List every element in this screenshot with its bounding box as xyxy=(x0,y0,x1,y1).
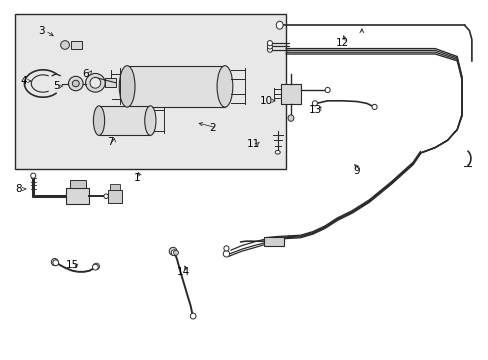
Text: 4: 4 xyxy=(20,76,27,86)
Ellipse shape xyxy=(53,260,59,266)
Text: 15: 15 xyxy=(65,260,79,270)
Bar xyxy=(110,184,120,190)
Ellipse shape xyxy=(93,106,104,135)
Ellipse shape xyxy=(68,76,83,91)
Ellipse shape xyxy=(61,41,69,49)
Ellipse shape xyxy=(312,101,317,106)
Ellipse shape xyxy=(90,77,101,88)
Ellipse shape xyxy=(171,250,177,256)
Ellipse shape xyxy=(267,47,272,52)
Bar xyxy=(127,66,224,107)
Bar xyxy=(99,106,150,135)
Bar xyxy=(280,84,301,104)
Ellipse shape xyxy=(223,251,229,257)
Bar xyxy=(107,190,122,203)
Text: 1: 1 xyxy=(133,173,140,183)
Text: 3: 3 xyxy=(38,26,45,36)
Text: 2: 2 xyxy=(209,123,216,133)
Text: 8: 8 xyxy=(15,184,22,194)
Ellipse shape xyxy=(267,44,272,49)
Ellipse shape xyxy=(119,66,135,107)
Ellipse shape xyxy=(144,106,156,135)
Ellipse shape xyxy=(325,87,329,93)
Ellipse shape xyxy=(31,173,36,178)
Bar xyxy=(66,188,89,204)
Text: 9: 9 xyxy=(353,166,360,176)
Bar xyxy=(264,237,283,246)
Ellipse shape xyxy=(92,264,98,270)
Text: 12: 12 xyxy=(335,38,348,48)
Ellipse shape xyxy=(371,104,376,109)
Ellipse shape xyxy=(85,73,105,92)
Bar xyxy=(71,41,81,49)
Ellipse shape xyxy=(287,115,293,121)
Text: 6: 6 xyxy=(82,69,89,79)
Ellipse shape xyxy=(224,246,228,251)
Text: 14: 14 xyxy=(176,267,190,277)
Ellipse shape xyxy=(276,21,283,29)
Ellipse shape xyxy=(217,66,232,107)
Bar xyxy=(70,180,85,188)
Ellipse shape xyxy=(169,247,177,255)
Text: 10: 10 xyxy=(260,96,272,106)
Ellipse shape xyxy=(93,263,100,270)
Ellipse shape xyxy=(51,258,58,266)
Ellipse shape xyxy=(275,150,280,154)
Ellipse shape xyxy=(190,313,196,319)
Bar xyxy=(105,78,116,87)
Ellipse shape xyxy=(173,250,178,255)
Text: 5: 5 xyxy=(53,81,60,91)
Text: 13: 13 xyxy=(308,105,322,115)
Text: 7: 7 xyxy=(106,137,113,147)
Ellipse shape xyxy=(103,194,108,198)
Bar xyxy=(15,14,285,169)
Ellipse shape xyxy=(72,80,79,87)
Text: 11: 11 xyxy=(246,139,260,149)
Ellipse shape xyxy=(267,41,272,46)
